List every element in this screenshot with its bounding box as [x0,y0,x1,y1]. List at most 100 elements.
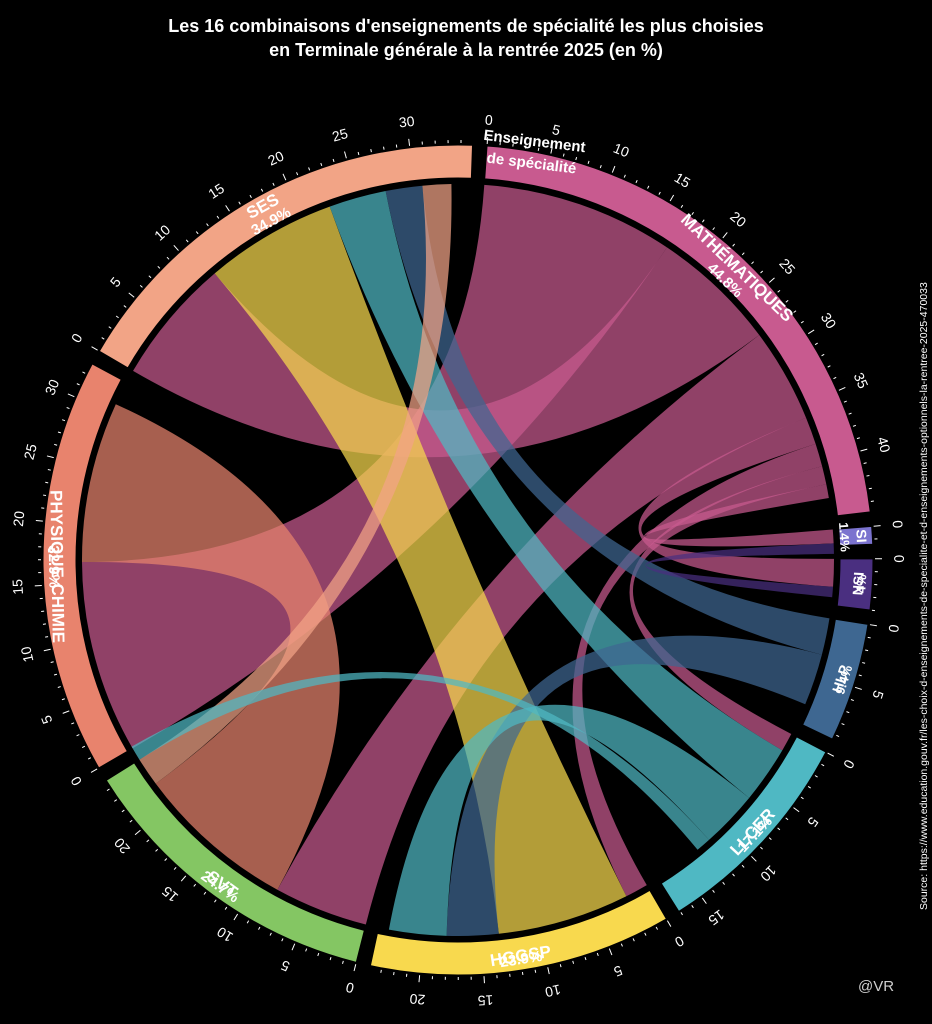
ribbon-hlp-hggsp [446,635,822,936]
tick-label-ses: 0 [68,330,86,345]
tick-llcer [680,912,683,916]
tick-ses [139,285,143,288]
tick-mathematiques [814,342,818,346]
tick-label-ses: 25 [330,125,349,145]
arc-physique-chimie[interactable] [42,363,129,769]
tick-physique-chimie [35,519,43,522]
tick-label-svt: 0 [344,979,356,996]
tick-mathematiques [852,424,856,427]
tick-ses [185,239,189,243]
tick-physique-chimie [45,481,49,484]
tick-ses [249,194,252,199]
tick-label-hlp: 0 [885,623,902,633]
tick-ses [282,173,287,181]
tick-mathematiques [760,270,764,274]
tick-svt [258,926,261,930]
tick-label-mathematiques: 30 [818,310,840,332]
tick-hggsp [596,952,599,957]
tick-mathematiques [587,160,590,164]
tick-svt [173,866,177,870]
tick-mathematiques [821,353,825,357]
tick-mathematiques [623,174,626,178]
tick-label-llcer: 0 [840,757,858,771]
ribbon-mathematiques-svt [277,334,807,925]
tick-ses [225,205,230,212]
tick-hggsp [608,948,613,956]
tick-mathematiques [691,211,694,216]
tick-ses [260,188,264,192]
tick-mathematiques [575,156,578,161]
arc-svt[interactable] [105,762,365,963]
tick-llcer [691,905,694,909]
chart-title-line1: Les 16 combinaisons d'enseignements de s… [168,16,764,36]
tick-label-mathematiques: 35 [851,370,872,391]
tick-label-physique-chimie: 5 [38,713,56,726]
tick-label-hlp: 5 [869,689,887,702]
tick-mathematiques [856,437,860,440]
arc-hlp[interactable] [801,618,869,740]
tick-mathematiques [863,462,867,464]
tick-physique-chimie [76,383,80,386]
tick-hggsp [559,964,562,968]
tick-mathematiques [635,179,638,184]
tick-ses [308,167,311,171]
tick-llcer [821,763,825,767]
tick-physique-chimie [62,710,70,714]
tick-label-physique-chimie: 30 [42,377,63,398]
tick-llcer [768,837,772,840]
tick-hlp [836,734,840,738]
tick-mathematiques [732,243,736,247]
arc-llcer[interactable] [660,736,827,913]
tick-physique-chimie [46,455,54,459]
tick-svt [281,938,284,942]
tick-mathematiques [669,194,675,202]
tick-physique-chimie [53,673,58,676]
tick-label-physique-chimie: 15 [9,578,26,595]
tick-llcer [807,786,811,789]
tick-label-physique-chimie: 10 [17,645,36,664]
arc-si[interactable] [838,525,874,547]
tick-svt [353,964,357,972]
tick-hggsp [655,926,658,930]
tick-label-hggsp: 15 [477,992,494,1009]
arc-nsi[interactable] [836,558,874,611]
arc-hggsp[interactable] [369,889,668,976]
tick-label-mathematiques: 25 [776,255,798,277]
tick-ses [320,162,323,167]
ribbon-llcer-ses [329,191,783,798]
ribbon-hggsp-ses [214,206,627,934]
arc-ses[interactable] [98,144,474,369]
tick-hlp [862,662,866,664]
tick-mathematiques [741,252,745,256]
tick-llcer [732,873,735,877]
tick-physique-chimie [43,648,51,652]
tick-llcer [712,889,715,893]
tick-label-svt: 10 [214,924,236,946]
arc-mathematiques[interactable] [484,145,871,517]
tick-mathematiques [866,474,870,477]
tick-si [873,525,881,527]
tick-svt [121,809,125,813]
tick-label-mathematiques: 5 [551,121,562,138]
tick-llcer [800,796,804,800]
tick-mathematiques [722,232,728,239]
tick-llcer [701,897,707,904]
tick-label-mathematiques: 20 [727,208,749,230]
tick-svt [164,858,168,861]
tick-svt [342,960,344,964]
tick-label-llcer: 5 [804,814,822,830]
tick-label-svt: 15 [159,883,181,905]
tick-physique-chimie [81,745,86,748]
tick-svt [146,839,150,843]
ribbon-ses-svt [139,184,452,784]
tick-label-mathematiques: 10 [611,140,632,161]
segment-arcs: 0510152025303540MATHÉMATIQUES44.8%0SI1.4… [9,112,907,1009]
chart-title: Les 16 combinaisons d'enseignements de s… [0,14,932,62]
tick-hlp [865,649,869,652]
tick-svt [203,891,207,895]
tick-mathematiques [827,365,831,368]
tick-ses [272,182,275,186]
ribbon-llcer-hggsp [388,704,750,936]
tick-ses [148,275,152,279]
tick-mathematiques [537,147,540,151]
